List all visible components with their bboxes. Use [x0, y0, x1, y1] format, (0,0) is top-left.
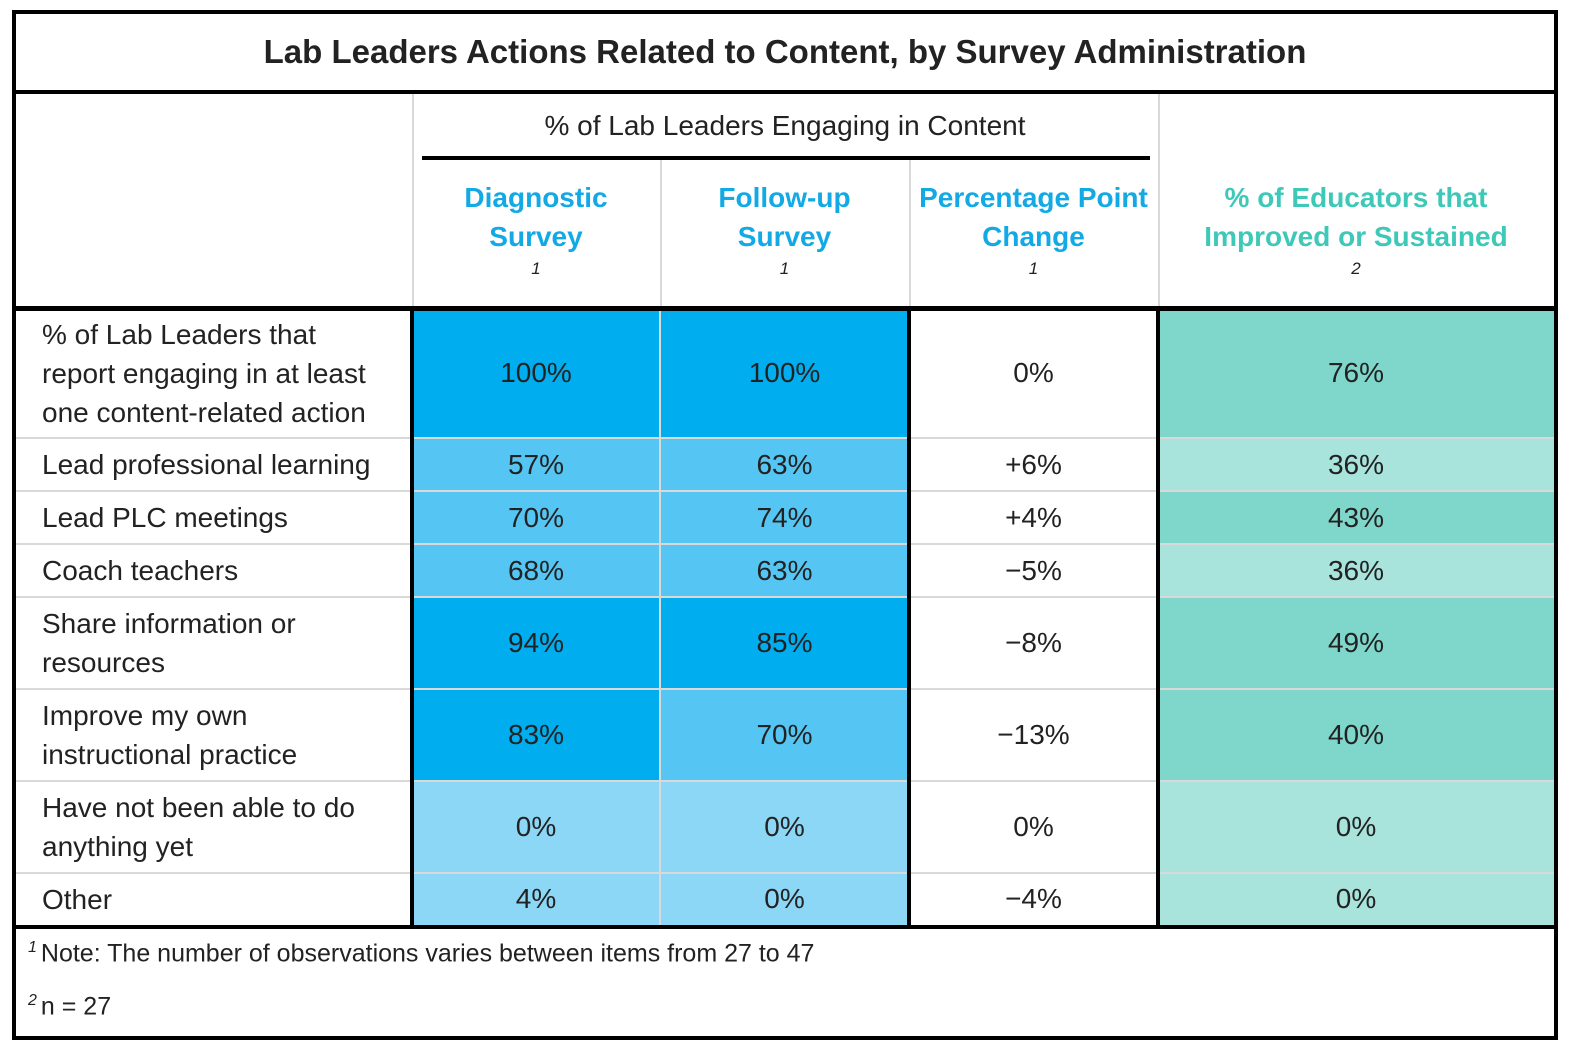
column-rule: [907, 308, 911, 925]
data-cell: 94%: [412, 597, 660, 689]
row-label-line: Other: [42, 883, 113, 915]
column-header-footnote-mark: 1: [531, 259, 541, 278]
footnote-1: 1 Note: The number of observations varies…: [28, 939, 814, 968]
footnote-text: Note: The number of observations varies …: [40, 939, 815, 968]
row-label: Coach teachers: [16, 544, 412, 597]
data-cell: 63%: [660, 544, 909, 597]
column-header-line: Diagnostic: [464, 182, 608, 213]
column-header-4: % of Educators that Improved or Sustained…: [1158, 164, 1554, 308]
header-divider: [909, 160, 911, 308]
row-label: Have not been able to do anything yet: [16, 781, 412, 873]
column-header-2: Follow-up Survey 1: [660, 164, 909, 308]
row-label-line: Share information or: [42, 608, 296, 639]
row-label-line: anything yet: [42, 831, 193, 862]
data-cell: 70%: [412, 491, 660, 544]
data-cell: 0%: [660, 781, 909, 873]
row-label: Other: [16, 873, 412, 925]
data-cell: 0%: [660, 873, 909, 925]
column-header-3: Percentage Point Change 1: [909, 164, 1158, 308]
data-cell: 100%: [412, 308, 660, 438]
header-divider: [1158, 94, 1160, 308]
column-header-footnote-mark: 1: [1028, 259, 1039, 278]
column-header-line: Percentage Point: [919, 182, 1148, 213]
table-title: Lab Leaders Actions Related to Content, …: [16, 14, 1554, 94]
footnote-mark: 1: [28, 939, 37, 956]
data-cell: 40%: [1158, 689, 1554, 781]
row-label: % of Lab Leaders that report engaging in …: [16, 308, 412, 438]
row-label-line: Coach teachers: [42, 555, 239, 586]
row-label-line: one content-related action: [42, 396, 366, 428]
data-cell: 100%: [660, 308, 909, 438]
data-cell: 36%: [1158, 438, 1554, 491]
group-header-rule: [422, 156, 1150, 160]
row-divider: [16, 490, 1554, 492]
column-header-footnote-mark: 2: [1351, 259, 1361, 278]
column-header-line: Improved or Sustained: [1204, 221, 1508, 252]
data-cell: 76%: [1158, 308, 1554, 438]
header-bottom-rule: [16, 306, 1554, 311]
row-label-line: Have not been able to do: [42, 792, 355, 823]
data-cell: 36%: [1158, 544, 1554, 597]
data-cell: 49%: [1158, 597, 1554, 689]
data-cell: −8%: [909, 597, 1158, 689]
data-cell: 0%: [909, 781, 1158, 873]
footnote-mark: 2: [28, 992, 37, 1009]
table-frame: Lab Leaders Actions Related to Content, …: [12, 10, 1558, 1040]
column-header-line: Follow-up: [718, 182, 851, 213]
column-rule: [410, 308, 414, 925]
column-header-line: % of Educators that: [1224, 182, 1488, 213]
row-divider: [16, 780, 1554, 782]
row-divider: [16, 688, 1554, 690]
data-cell: 43%: [1158, 491, 1554, 544]
table-bottom-rule: [16, 925, 1554, 929]
header-divider: [660, 160, 662, 308]
footnote-text: n = 27: [40, 992, 112, 1021]
group-header: % of Lab Leaders Engaging in Content: [544, 110, 1026, 141]
column-header-1: Diagnostic Survey 1: [412, 164, 660, 308]
data-cell: 0%: [909, 308, 1158, 438]
row-label-line: report engaging in at least: [42, 357, 366, 389]
row-label: Improve my own instructional practice: [16, 689, 412, 781]
data-cell: 57%: [412, 438, 660, 491]
data-cell: −5%: [909, 544, 1158, 597]
header-divider: [412, 94, 414, 308]
column-header-footnote-mark: 1: [779, 259, 790, 278]
data-cell: 85%: [660, 597, 909, 689]
row-label-line: resources: [42, 647, 165, 678]
row-divider: [16, 437, 1554, 439]
row-label-line: Lead PLC meetings: [42, 502, 288, 533]
row-label: Share information or resources: [16, 597, 412, 689]
row-divider: [16, 543, 1554, 545]
row-divider: [16, 872, 1554, 874]
column-header-line: Survey: [489, 221, 583, 252]
data-cell: 63%: [660, 438, 909, 491]
column-divider: [659, 308, 661, 925]
data-cell: −4%: [909, 873, 1158, 925]
column-rule: [1156, 308, 1160, 925]
data-cell: 74%: [660, 491, 909, 544]
row-label-line: % of Lab Leaders that: [42, 318, 316, 350]
data-cell: −13%: [909, 689, 1158, 781]
row-label-line: instructional practice: [42, 739, 298, 770]
data-cell: 0%: [1158, 873, 1554, 925]
row-label: Lead professional learning: [16, 438, 412, 491]
row-divider: [16, 596, 1554, 598]
data-cell: 0%: [1158, 781, 1554, 873]
data-cell: 0%: [412, 781, 660, 873]
data-cell: 83%: [412, 689, 660, 781]
data-cell: 68%: [412, 544, 660, 597]
column-header-line: Survey: [737, 221, 832, 252]
row-label: Lead PLC meetings: [16, 491, 412, 544]
data-cell: 70%: [660, 689, 909, 781]
row-label-line: Improve my own: [42, 700, 248, 731]
row-label-line: Lead professional learning: [42, 449, 371, 480]
data-cell: +6%: [909, 438, 1158, 491]
data-cell: 4%: [412, 873, 660, 925]
data-cell: +4%: [909, 491, 1158, 544]
column-header-line: Change: [982, 221, 1085, 252]
